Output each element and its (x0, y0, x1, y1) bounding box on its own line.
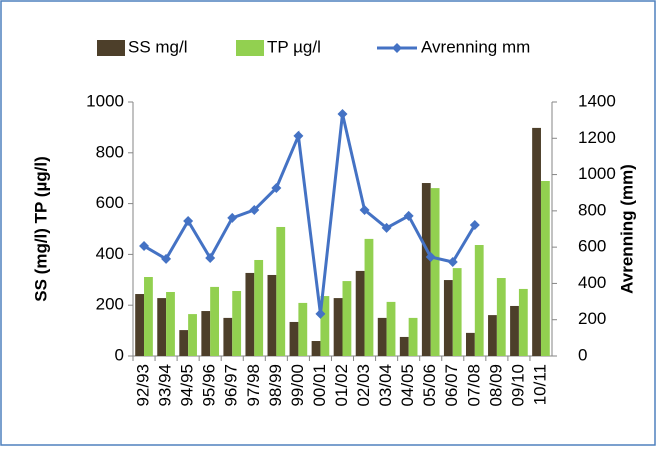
y-tick-label: 400 (96, 244, 124, 263)
line-marker (227, 212, 238, 223)
bar (540, 180, 550, 356)
bar (245, 272, 255, 356)
line-marker (183, 216, 194, 227)
legend-marker (392, 43, 402, 53)
y2-tick-label: 200 (578, 309, 606, 328)
bar (254, 259, 264, 356)
bar (166, 291, 175, 356)
y2-tick-label: 400 (578, 273, 606, 292)
y-tick-label: 1000 (86, 91, 124, 110)
bar (223, 317, 233, 356)
bar (311, 341, 321, 356)
y2-tick-label: 0 (578, 345, 587, 364)
line-marker (315, 308, 326, 319)
line-marker (469, 220, 480, 231)
x-tick-label: 10/11 (530, 364, 549, 405)
x-tick-label: 07/08 (464, 364, 483, 407)
line-marker (249, 204, 260, 215)
y2-tick-label: 600 (578, 237, 606, 256)
line-marker (293, 130, 304, 141)
y2-tick-label: 1000 (578, 164, 616, 183)
legend-label: TP µg/l (267, 37, 321, 56)
x-tick-label: 09/10 (508, 364, 527, 407)
bar (298, 302, 308, 356)
y2-tick-label: 1200 (578, 128, 616, 147)
y2-axis-title: Avrenning (mm) (617, 164, 636, 294)
x-tick-label: 99/00 (288, 364, 307, 407)
bar (465, 332, 475, 356)
line-marker (447, 257, 458, 268)
x-tick-label: 00/01 (310, 364, 329, 407)
line-marker (205, 253, 216, 264)
bar (518, 288, 528, 356)
line (143, 113, 477, 315)
bar (364, 238, 374, 356)
bar (386, 301, 396, 356)
x-tick-label: 02/03 (354, 364, 373, 407)
x-tick-label: 96/97 (222, 364, 241, 407)
line-marker (161, 253, 172, 264)
x-tick-label: 05/06 (420, 364, 439, 407)
bar (289, 321, 299, 356)
bar (179, 330, 189, 356)
bar (510, 305, 519, 356)
bar (355, 270, 365, 356)
bar (496, 278, 506, 356)
line-marker (403, 210, 414, 221)
bar (377, 317, 387, 356)
x-tick-label: 97/98 (244, 364, 263, 407)
x-tick-label: 92/93 (134, 364, 153, 407)
bar (267, 274, 277, 356)
line-marker (271, 182, 282, 193)
bar (144, 277, 153, 356)
bar (210, 286, 220, 356)
legend-swatch (236, 40, 264, 56)
legend-label: Avrenning mm (421, 37, 530, 56)
x-tick-label: 08/09 (486, 364, 505, 407)
x-tick-label: 04/05 (398, 364, 417, 407)
bar (333, 298, 343, 356)
bar (452, 268, 462, 356)
bar (342, 281, 352, 356)
y2-tick-label: 800 (578, 200, 606, 219)
bar (232, 290, 242, 356)
legend-label: SS mg/l (128, 37, 188, 56)
legend-swatch (97, 40, 125, 56)
bar (474, 245, 484, 356)
y-tick-label: 200 (96, 295, 124, 314)
bar (157, 298, 167, 356)
y2-tick-label: 1400 (578, 91, 616, 110)
x-tick-label: 03/04 (376, 364, 395, 407)
bar (135, 294, 145, 356)
bar (532, 127, 541, 357)
line-marker (337, 108, 348, 119)
bar (421, 183, 431, 356)
bar (488, 315, 497, 356)
x-tick-label: 94/95 (178, 364, 197, 407)
line-marker (359, 204, 370, 215)
bar (276, 226, 286, 356)
line-marker (139, 241, 150, 252)
x-tick-label: 95/96 (200, 364, 219, 407)
x-tick-label: 98/99 (266, 364, 285, 407)
bar (443, 280, 453, 356)
line-marker (381, 222, 392, 233)
bar (188, 314, 197, 356)
x-tick-label: 06/07 (442, 364, 461, 407)
bar (320, 296, 330, 356)
x-tick-label: 93/94 (156, 364, 175, 407)
bar (201, 311, 211, 356)
y-tick-label: 600 (96, 193, 124, 212)
y-tick-label: 800 (96, 142, 124, 161)
bar (430, 188, 440, 356)
y-tick-label: 0 (115, 345, 124, 364)
bar (408, 317, 418, 356)
x-tick-label: 01/02 (332, 364, 351, 407)
bar (399, 336, 409, 356)
line-marker (425, 251, 436, 262)
y-axis-title: SS (mg/l) TP (µg/l) (31, 156, 50, 301)
